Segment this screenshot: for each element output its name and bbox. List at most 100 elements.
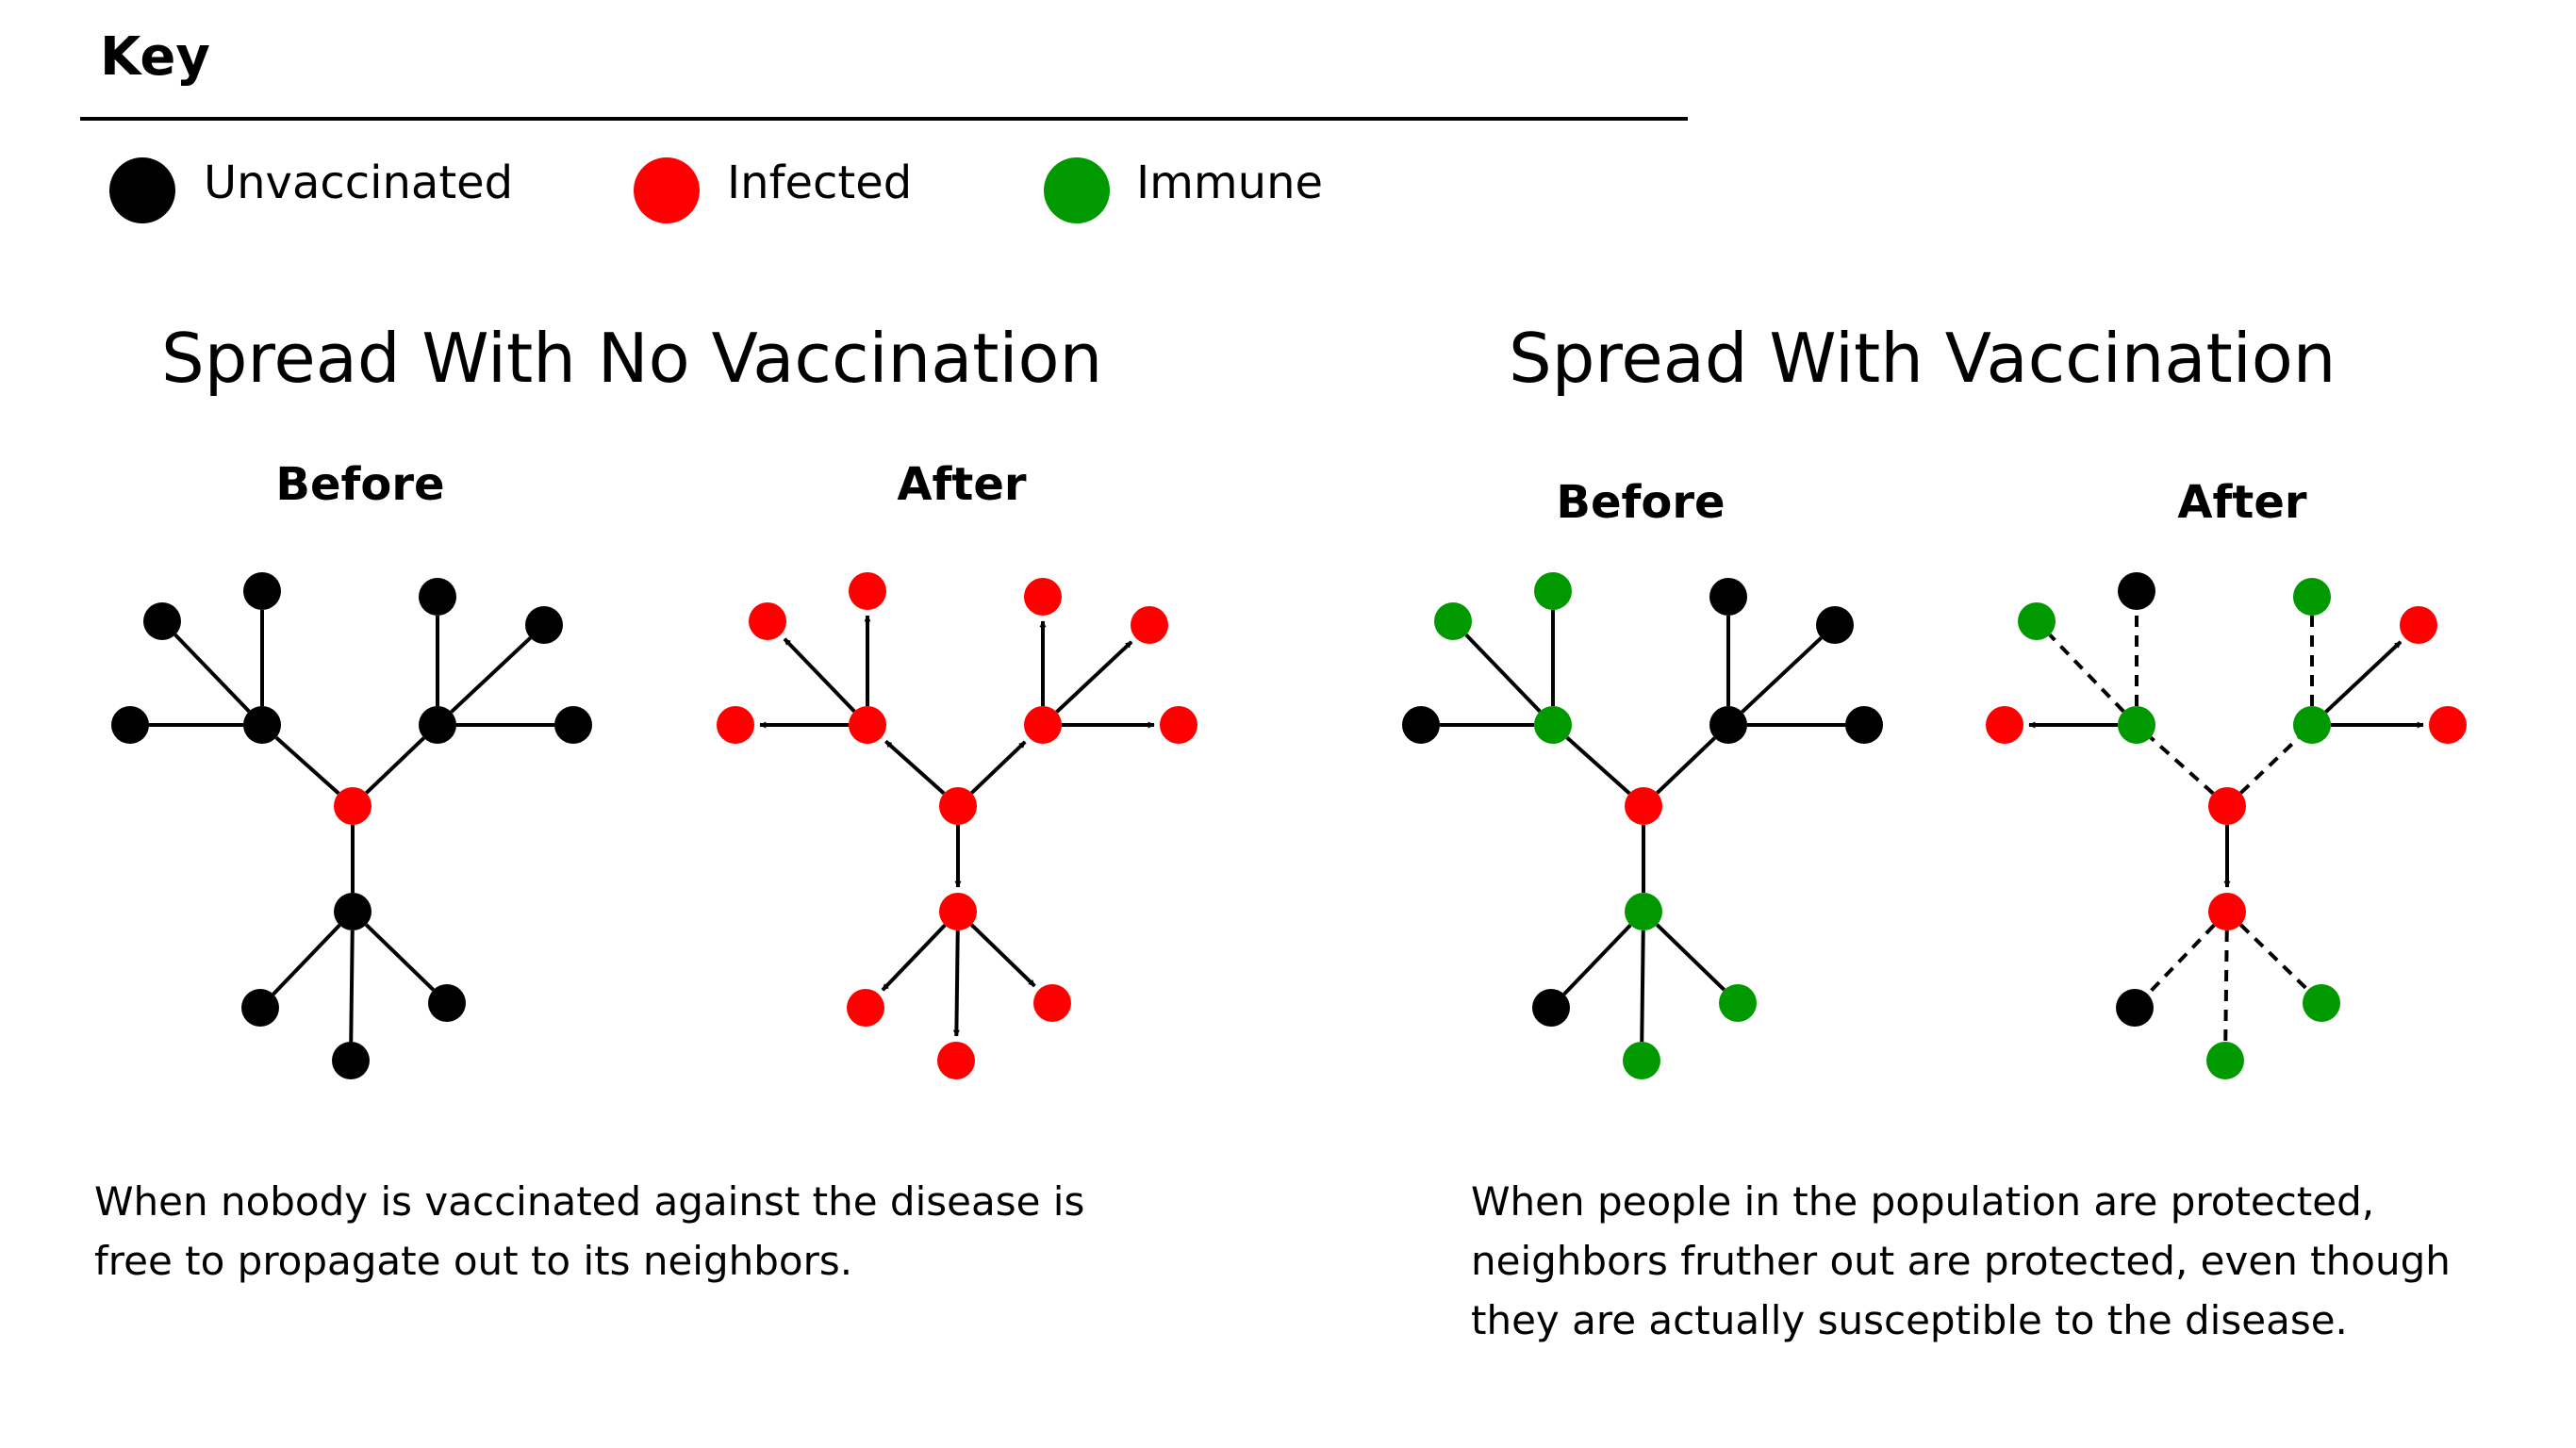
vaccination-before-edge-10 — [1640, 930, 1645, 1043]
vaccination-after-node-0 — [2208, 787, 2246, 825]
no-vaccination-before-node-3 — [143, 602, 181, 640]
vaccination-after-edge-9 — [2146, 924, 2216, 996]
legend-label-immune: Immune — [1136, 156, 1324, 209]
no-vaccination-before-node-12 — [428, 984, 466, 1022]
vaccination-before-node-10 — [1532, 989, 1570, 1027]
no-vaccination-after-node-2 — [717, 706, 754, 744]
no-vaccination-after-node-3 — [749, 602, 786, 640]
vaccination-before-edge-9 — [1562, 924, 1632, 996]
caption-no-vaccination-line-1: When nobody is vaccinated against the di… — [94, 1178, 1085, 1225]
legend-label-infected: Infected — [727, 156, 913, 209]
no-vaccination-after-node-1 — [849, 706, 886, 744]
no-vaccination-after-node-9 — [939, 893, 977, 930]
no-vaccination-before-node-8 — [554, 706, 592, 744]
vaccination-after-node-8 — [2429, 706, 2467, 744]
vaccination-before-node-3 — [1434, 602, 1472, 640]
panel-label-no-vaccination-after: After — [897, 458, 1027, 511]
vaccination-after-node-1 — [2118, 706, 2155, 744]
no-vaccination-after-edge-4 — [970, 740, 1027, 795]
vaccination-after-edge-11 — [2238, 923, 2310, 992]
vaccination-after-node-10 — [2116, 989, 2154, 1027]
no-vaccination-before-node-0 — [334, 787, 372, 825]
no-vaccination-before-edge-11 — [364, 923, 436, 992]
vaccination-after-node-4 — [2118, 572, 2155, 610]
vaccination-before-node-7 — [1816, 606, 1854, 644]
caption-vaccination: When people in the population are protec… — [1471, 1172, 2451, 1350]
legend-dot-unvaccinated — [109, 157, 175, 223]
vaccination-before-node-9 — [1625, 893, 1662, 930]
vaccination-before-node-8 — [1845, 706, 1883, 744]
vaccination-after-edge-0 — [2149, 735, 2215, 796]
no-vaccination-before-node-1 — [243, 706, 281, 744]
vaccination-before-node-11 — [1623, 1042, 1660, 1079]
vaccination-after-node-3 — [2018, 602, 2056, 640]
vaccination-after-node-9 — [2208, 893, 2246, 930]
no-vaccination-before-node-6 — [419, 578, 456, 616]
legend-dot-immune — [1044, 157, 1110, 223]
no-vaccination-after-node-7 — [1131, 606, 1168, 644]
legend-label-unvaccinated: Unvaccinated — [204, 156, 514, 209]
vaccination-before-node-1 — [1534, 706, 1572, 744]
no-vaccination-before-node-5 — [419, 706, 456, 744]
vaccination-before-node-12 — [1719, 984, 1757, 1022]
no-vaccination-after-edge-11 — [969, 923, 1036, 988]
no-vaccination-after-node-0 — [939, 787, 977, 825]
section-title-no-vaccination: Spread With No Vaccination — [161, 319, 1103, 398]
no-vaccination-after-edge-6 — [1055, 640, 1133, 714]
vaccination-before-edge-2 — [1464, 634, 1542, 713]
caption-vaccination-line-3: they are actually susceptible to the dis… — [1471, 1297, 2348, 1343]
vaccination-before-edge-11 — [1655, 923, 1726, 992]
vaccination-after-node-11 — [2206, 1042, 2244, 1079]
vaccination-after-edge-10 — [2223, 930, 2229, 1043]
no-vaccination-before-node-11 — [332, 1042, 370, 1079]
vaccination-before-node-4 — [1534, 572, 1572, 610]
no-vaccination-after-edge-10 — [952, 930, 960, 1037]
vaccination-before-node-6 — [1709, 578, 1747, 616]
panel-label-no-vaccination-before: Before — [275, 458, 445, 511]
key-title: Key — [100, 26, 210, 88]
no-vaccination-before-node-10 — [241, 989, 279, 1027]
no-vaccination-before-node-9 — [334, 893, 372, 930]
panel-label-vaccination-after: After — [2177, 476, 2307, 529]
no-vaccination-after-node-11 — [937, 1042, 975, 1079]
no-vaccination-before-edge-0 — [274, 735, 340, 796]
vaccination-before-node-5 — [1709, 706, 1747, 744]
no-vaccination-after-edge-2 — [783, 637, 856, 713]
no-vaccination-after-edge-0 — [884, 739, 946, 796]
caption-vaccination-line-2: neighbors fruther out are protected, eve… — [1471, 1238, 2451, 1284]
no-vaccination-after-edge-9 — [881, 924, 947, 992]
vaccination-after-node-2 — [1986, 706, 2023, 744]
no-vaccination-after-node-6 — [1024, 578, 1062, 616]
section-title-vaccination: Spread With Vaccination — [1509, 319, 2337, 398]
vaccination-after-edge-2 — [2048, 634, 2125, 713]
no-vaccination-after-node-5 — [1024, 706, 1062, 744]
no-vaccination-before-edge-6 — [450, 636, 532, 714]
vaccination-after-edge-6 — [2324, 640, 2403, 714]
no-vaccination-before-node-2 — [111, 706, 149, 744]
no-vaccination-before-node-7 — [525, 606, 563, 644]
no-vaccination-before-edge-10 — [349, 930, 355, 1043]
vaccination-before-node-0 — [1625, 787, 1662, 825]
vaccination-after-node-12 — [2303, 984, 2340, 1022]
legend-dot-infected — [634, 157, 700, 223]
vaccination-before-edge-6 — [1741, 636, 1823, 714]
vaccination-after-node-7 — [2400, 606, 2437, 644]
vaccination-after-node-5 — [2293, 706, 2331, 744]
panel-label-vaccination-before: Before — [1556, 476, 1726, 529]
no-vaccination-after-node-10 — [847, 989, 884, 1027]
no-vaccination-after-node-4 — [849, 572, 886, 610]
no-vaccination-before-node-4 — [243, 572, 281, 610]
vaccination-after-node-6 — [2293, 578, 2331, 616]
vaccination-before-node-2 — [1402, 706, 1440, 744]
vaccination-after-edge-4 — [2239, 736, 2300, 795]
caption-no-vaccination: When nobody is vaccinated against the di… — [94, 1172, 1084, 1291]
no-vaccination-after-node-12 — [1033, 984, 1071, 1022]
no-vaccination-before-edge-4 — [365, 736, 425, 795]
caption-no-vaccination-line-2: free to propagate out to its neighbors. — [94, 1238, 853, 1284]
no-vaccination-after-node-8 — [1160, 706, 1197, 744]
key-divider — [80, 117, 1688, 121]
no-vaccination-before-edge-2 — [173, 634, 251, 713]
vaccination-before-edge-0 — [1565, 735, 1631, 796]
no-vaccination-before-edge-9 — [272, 924, 341, 996]
